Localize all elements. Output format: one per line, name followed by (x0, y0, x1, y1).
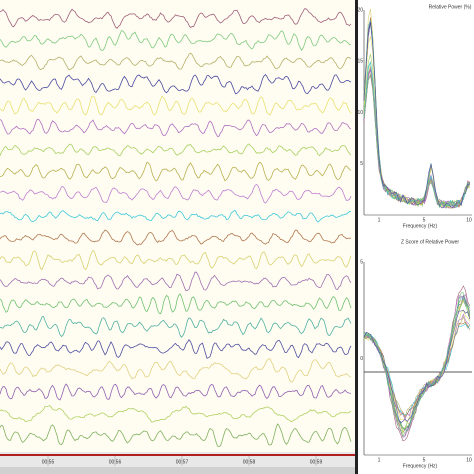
x-tick-label: 5 (423, 457, 426, 463)
spectrum-x-label: Frequency (Hz) (403, 223, 438, 229)
eeg-trace (0, 423, 352, 448)
eeg-trace (0, 183, 352, 204)
spectrum-curve (363, 68, 470, 209)
zscore-x-label: Frequency (Hz) (403, 463, 438, 469)
eeg-trace (0, 271, 352, 292)
eeg-trace (0, 358, 352, 383)
eeg-trace (0, 95, 352, 116)
y-tick-label: 0 (360, 356, 363, 362)
time-label: 00:58 (243, 459, 256, 465)
x-tick-label: 10 (466, 457, 472, 463)
spectrum-title: Relative Power (%) (429, 4, 472, 10)
spectrum-panel (358, 0, 474, 474)
eeg-trace (0, 118, 352, 137)
time-label: 00:55 (42, 459, 55, 465)
divider (355, 0, 358, 474)
eeg-trace (0, 339, 352, 359)
x-tick-label: 10 (466, 217, 472, 223)
spectrum-curve (363, 292, 471, 438)
eeg-trace (0, 30, 352, 51)
time-label: 00:59 (310, 459, 323, 465)
spectrum-curve (363, 21, 470, 209)
y-tick-label: 15 (357, 59, 363, 65)
eeg-trace (0, 143, 352, 157)
eeg-trace (0, 161, 352, 182)
spectrum-curve (363, 321, 471, 417)
y-tick-label: 20 (357, 7, 363, 13)
eeg-trace (0, 74, 352, 95)
x-tick-label: 1 (378, 217, 381, 223)
y-tick-label: 5 (360, 161, 363, 167)
x-tick-label: 5 (423, 217, 426, 223)
eeg-trace (0, 8, 352, 29)
eeg-trace (0, 249, 352, 271)
eeg-trace (0, 293, 352, 315)
zscore-title: Z Score of Relative Power (401, 239, 459, 245)
y-tick-label: 10 (357, 110, 363, 116)
eeg-trace (0, 383, 352, 401)
time-label: 00:57 (176, 459, 189, 465)
spectrum-curve (363, 297, 471, 430)
traces (0, 8, 352, 448)
eeg-trace (0, 405, 352, 423)
eeg-trace (0, 316, 352, 338)
spectrum-curve (363, 309, 471, 424)
scrollbar[interactable] (0, 467, 355, 474)
x-tick-label: 1 (378, 457, 381, 463)
spectrum-curve (363, 73, 471, 209)
trace-area (0, 0, 355, 452)
eeg-trace (0, 52, 352, 71)
spectrum-curve (363, 8, 471, 208)
y-tick-label: 5 (360, 259, 363, 265)
time-label: 00:56 (109, 459, 122, 465)
eeg-trace (0, 210, 352, 223)
eeg-trace (0, 229, 352, 246)
time-labels: 00:55 00:56 00:57 00:58 00:59 (42, 456, 323, 466)
